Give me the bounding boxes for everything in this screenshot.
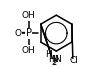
Text: OH: OH — [22, 11, 36, 20]
Text: N: N — [54, 55, 61, 64]
Text: Cl: Cl — [70, 56, 79, 65]
Text: H: H — [48, 55, 55, 64]
Text: O: O — [14, 29, 21, 38]
Text: OH: OH — [22, 46, 36, 55]
Text: P: P — [26, 28, 32, 38]
Text: H: H — [45, 50, 52, 59]
Text: 2: 2 — [51, 58, 56, 67]
Text: 2: 2 — [53, 60, 57, 66]
Text: N: N — [52, 55, 58, 64]
